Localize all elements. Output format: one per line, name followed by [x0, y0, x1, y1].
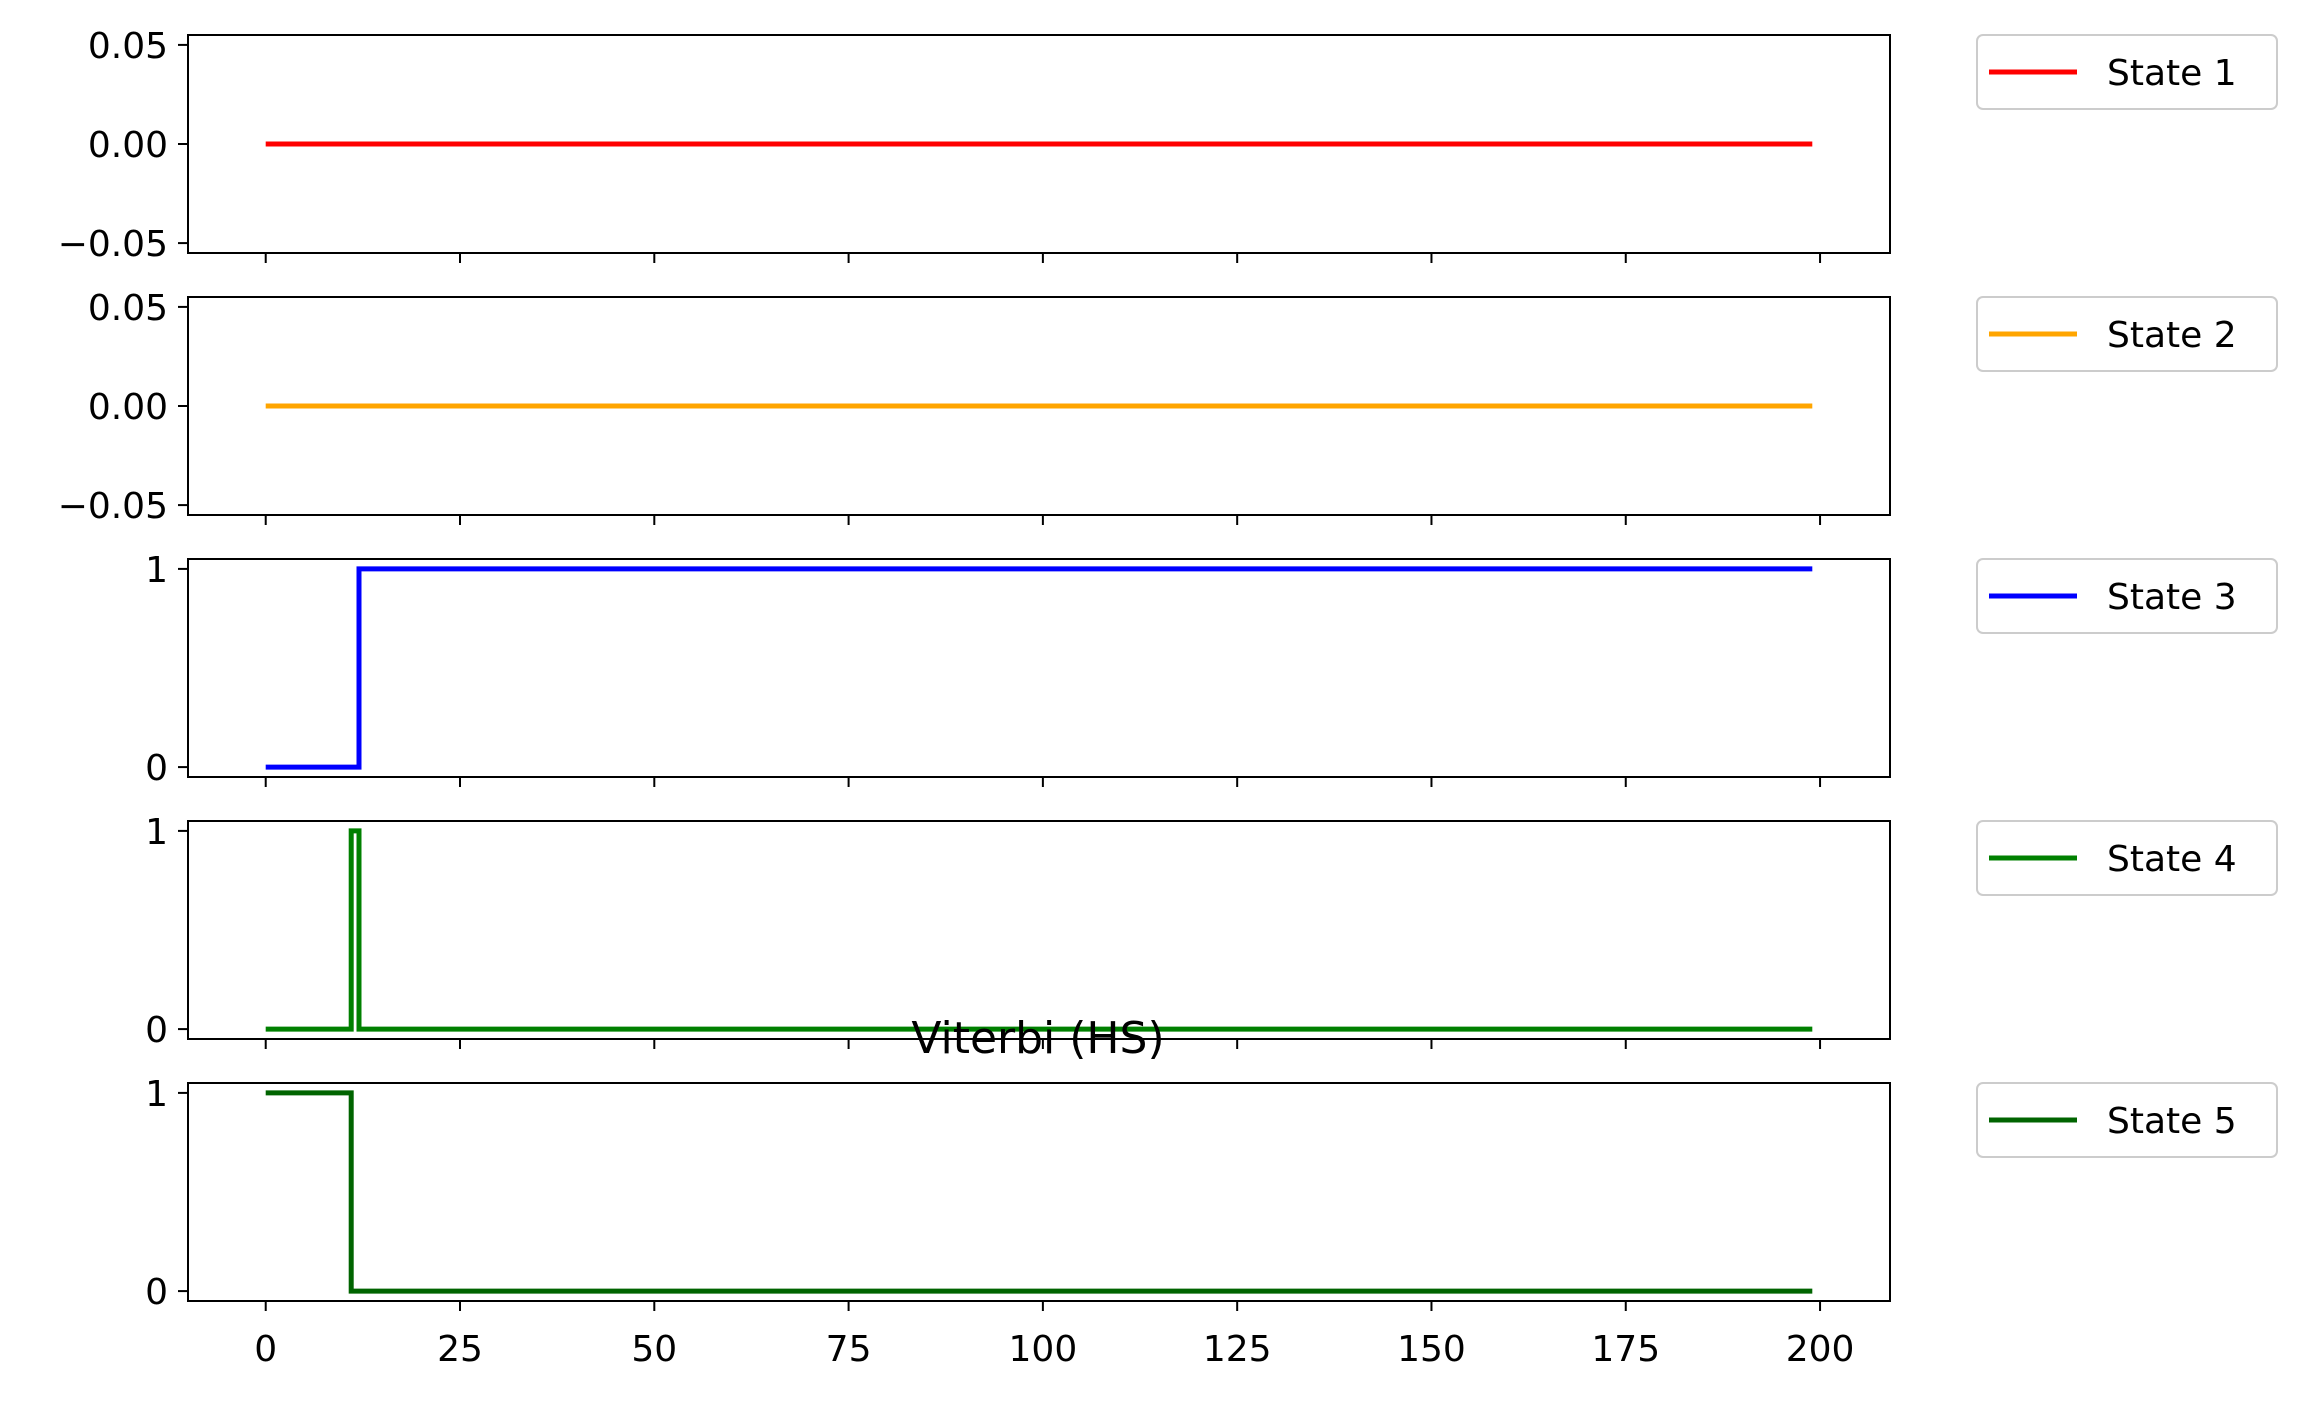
y-tick-label: 0.00 [88, 125, 168, 166]
legend-4: State 4 [1976, 820, 2278, 896]
legend-label: State 5 [2107, 1101, 2237, 1142]
legend-5: State 5 [1976, 1082, 2278, 1158]
legend-2: State 2 [1976, 296, 2278, 372]
axes-frame [187, 34, 1891, 254]
panels-layer: −0.05 0.00 0.05 State 1 −0.05 0.00 0.05 State 2… [58, 26, 2278, 1370]
legend-label: State 2 [2107, 315, 2237, 356]
legend-box [1976, 1082, 2278, 1158]
axes-frame [187, 820, 1891, 1040]
legend-box [1976, 34, 2278, 110]
legend-label: State 4 [2107, 839, 2237, 880]
legend-label: State 1 [2107, 53, 2237, 94]
x-tick-label: 25 [437, 1329, 483, 1370]
x-tick-label: 175 [1591, 1329, 1660, 1370]
x-tick-label: 100 [1009, 1329, 1078, 1370]
legend-3: State 3 [1976, 558, 2278, 634]
panel-4: 0 1 State 4 [145, 812, 2278, 1051]
y-tick-label: 0 [145, 1272, 168, 1313]
legend-label: State 3 [2107, 577, 2237, 618]
y-tick-label: 0.00 [88, 387, 168, 428]
panel-3: 0 1 State 3 [145, 550, 2278, 789]
y-tick-label: 0 [145, 1010, 168, 1051]
chart-title: Viterbi (HS) [911, 1013, 1164, 1064]
x-tick-label: 50 [631, 1329, 677, 1370]
x-tick-label: 0 [254, 1329, 277, 1370]
y-tick-label: 0.05 [88, 288, 168, 329]
series-line-3 [265, 566, 1813, 770]
legend-box [1976, 558, 2278, 634]
x-tick-label: 75 [826, 1329, 872, 1370]
panel-2: −0.05 0.00 0.05 State 2 [58, 288, 2278, 527]
series-line-5 [265, 1090, 1813, 1294]
panel-1: −0.05 0.00 0.05 State 1 [58, 26, 2278, 265]
legend-1: State 1 [1976, 34, 2278, 110]
y-tick-label: −0.05 [58, 224, 168, 265]
y-tick-label: 0.05 [88, 26, 168, 67]
y-tick-label: 1 [145, 1074, 168, 1115]
y-tick-label: 1 [145, 812, 168, 853]
x-tick-label: 150 [1397, 1329, 1466, 1370]
x-tick-label: 125 [1203, 1329, 1272, 1370]
y-tick-label: 0 [145, 748, 168, 789]
series-line-4 [265, 828, 1813, 1032]
y-tick-label: 1 [145, 550, 168, 591]
axes-frame [187, 1082, 1891, 1302]
legend-box [1976, 296, 2278, 372]
legend-box [1976, 820, 2278, 896]
axes-frame [187, 558, 1891, 778]
x-tick-label: 200 [1786, 1329, 1855, 1370]
y-tick-label: −0.05 [58, 486, 168, 527]
axes-frame [187, 296, 1891, 516]
panel-5: 0 25 50 75 100 125 150 175 200 0 1 State 5 [145, 1074, 2278, 1370]
